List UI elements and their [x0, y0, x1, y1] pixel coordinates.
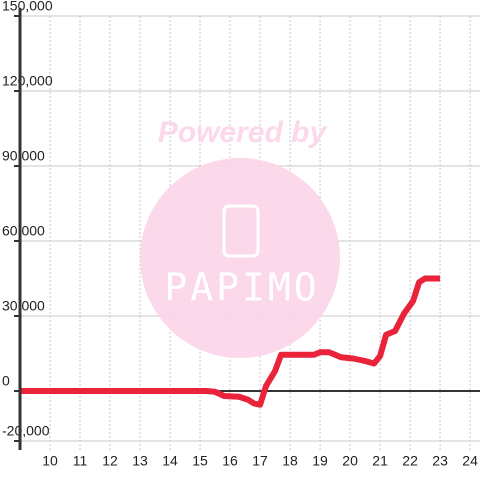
x-tick-label: 20 [342, 453, 358, 469]
x-tick-label: 12 [102, 453, 118, 469]
y-tick-label: 150,000 [2, 0, 53, 14]
watermark-circle [140, 158, 340, 358]
x-tick-label: 11 [73, 453, 88, 469]
line-series [20, 275, 441, 408]
x-tick-label: 13 [132, 453, 148, 469]
x-tick-label: 17 [252, 453, 268, 469]
watermark-icon [222, 204, 260, 258]
x-tick-label: 22 [402, 453, 418, 469]
x-tick-label: 24 [462, 453, 478, 469]
x-tick-label: 18 [282, 453, 298, 469]
x-tick-label: 16 [222, 453, 238, 469]
watermark-text: Powered by [158, 116, 328, 149]
x-tick-label: 14 [162, 453, 178, 469]
y-tick-label: 30,000 [2, 298, 45, 314]
y-tick-label: -20,000 [2, 423, 50, 439]
y-tick-label: 0 [2, 373, 10, 389]
x-tick-label: 19 [312, 453, 328, 469]
watermark-logo: PAPIMO [164, 266, 319, 310]
y-tick-label: 90,000 [2, 148, 45, 164]
x-tick-label: 10 [42, 453, 58, 469]
x-tick-label: 23 [432, 453, 448, 469]
x-tick-label: 21 [372, 453, 388, 469]
y-tick-label: 60,000 [2, 223, 45, 239]
y-tick-label: 120,000 [2, 73, 53, 89]
watermark: Powered by PAPIMO [140, 116, 340, 358]
x-tick-label: 15 [192, 453, 208, 469]
